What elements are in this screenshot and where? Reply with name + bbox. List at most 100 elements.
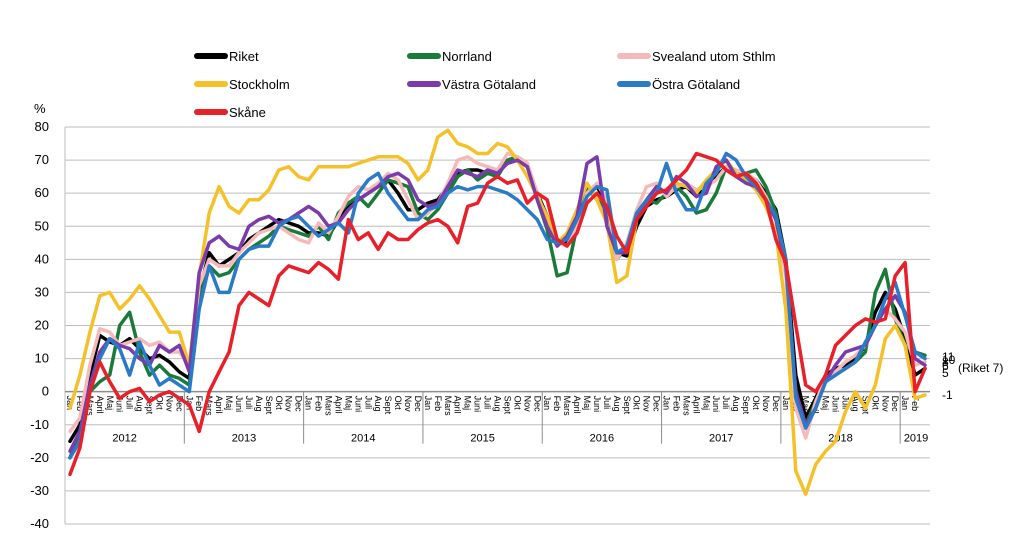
x-month-label: Juni [115,396,125,413]
series-lines [68,128,927,496]
x-month-label: Aug [135,396,145,412]
end-label: 8 [942,355,949,369]
end-label: 11 [942,350,955,364]
x-month-label: Nov [403,396,413,413]
legend-label: Svealand utom Sthlm [652,49,776,64]
x-month-label: Feb [314,396,324,412]
x-month-label: Jan [542,396,552,411]
x-month-label: Jan [900,396,910,411]
x-month-label: April [333,396,343,414]
x-month-label: Feb [194,396,204,412]
legend-label: Östra Götaland [652,77,740,92]
x-month-label: Mars [562,396,572,416]
x-month-label: Okt [154,396,164,411]
end-label: 10 [942,353,956,367]
x-month-label: Dec [174,396,184,413]
x-month-label: Mars [85,396,95,416]
x-month-label: Maj [463,396,473,411]
x-month-label: Juli [363,396,373,410]
x-month-label: April [214,396,224,414]
x-month-label: Juni [234,396,244,413]
x-month-label: Nov [761,396,771,413]
x-month-label: Sept [264,396,274,415]
x-month-label: Juli [721,396,731,410]
y-tick-label: 10 [35,351,49,366]
legend-label: Norrland [442,49,492,64]
x-year-label: 2014 [351,433,375,445]
x-month-label: Nov [522,396,532,413]
x-month-label: Sept [622,396,632,415]
end-label: 6 [942,359,949,373]
x-month-label: Jan [423,396,433,411]
series-line-6 [68,151,927,477]
x-month-label: Feb [910,396,920,412]
y-tick-label: -40 [30,516,49,531]
y-axis-label: % [34,101,46,116]
x-month-label: Juni [592,396,602,413]
series-line-5 [68,151,927,460]
x-month-label: Nov [164,396,174,413]
x-month-label: Juni [711,396,721,413]
x-month-label: Feb [75,396,85,412]
gridlines [64,126,930,525]
x-year-label: 2017 [709,433,733,445]
x-month-label: Maj [105,396,115,411]
x-year-label: 2012 [112,433,136,445]
x-month-label: Sept [741,396,751,415]
x-month-label: Dec [413,396,423,413]
x-month-label: April [95,396,105,414]
y-tick-label: -30 [30,483,49,498]
x-month-label: Okt [751,396,761,411]
x-month-label: Juli [483,396,493,410]
x-month-label: Juli [840,396,850,410]
x-month-label: Okt [632,396,642,411]
x-month-label: Mars [204,396,214,416]
y-tick-label: 20 [35,318,49,333]
x-month-label: Okt [274,396,284,411]
x-month-label: Dec [890,396,900,413]
y-tick-label: -20 [30,450,49,465]
x-month-label: Aug [612,396,622,412]
y-axis: 80 70 60 50 40 30 20 10 0 -10 -20 -30 -40 [30,119,49,531]
x-month-label: Mars [323,396,333,416]
y-tick-label: 50 [35,218,49,233]
x-month-label: Juli [244,396,254,410]
x-month-label: Juli [602,396,612,410]
x-month-label: Juni [353,396,363,413]
x-month-label: Dec [652,396,662,413]
y-tick-label: 40 [35,251,49,266]
x-month-label: Juli [125,396,135,410]
x-month-label: Aug [254,396,264,412]
y-tick-label: 0 [42,384,49,399]
x-month-label: Dec [771,396,781,413]
series-line-3 [68,128,927,496]
x-year-label: 2019 [904,433,928,445]
x-month-label: Jan [304,396,314,411]
legend-label: Västra Götaland [442,77,536,92]
x-month-label: Sept [145,396,155,415]
x-month-label: April [572,396,582,414]
x-month-label: Dec [532,396,542,413]
legend-label: Riket [229,49,259,64]
x-month-label: Nov [284,396,294,413]
x-month-label: Aug [493,396,503,412]
x-month-label: Okt [393,396,403,411]
x-month-label: Maj [821,396,831,411]
legend-label: Skåne [229,105,266,120]
x-month-label: April [453,396,463,414]
x-year-label: 2016 [590,433,614,445]
y-tick-label: 60 [35,185,49,200]
x-month-label: Aug [373,396,383,412]
y-tick-label: 80 [35,119,49,134]
x-month-label: Maj [224,396,234,411]
x-month-label: Jan [781,396,791,411]
x-month-label: Juni [831,396,841,413]
x-month-label: Nov [642,396,652,413]
y-tick-label: 30 [35,284,49,299]
x-month-label: Mars [801,396,811,416]
x-month-label: Maj [701,396,711,411]
end-label: 5 [942,366,949,380]
y-tick-label: -10 [30,417,49,432]
